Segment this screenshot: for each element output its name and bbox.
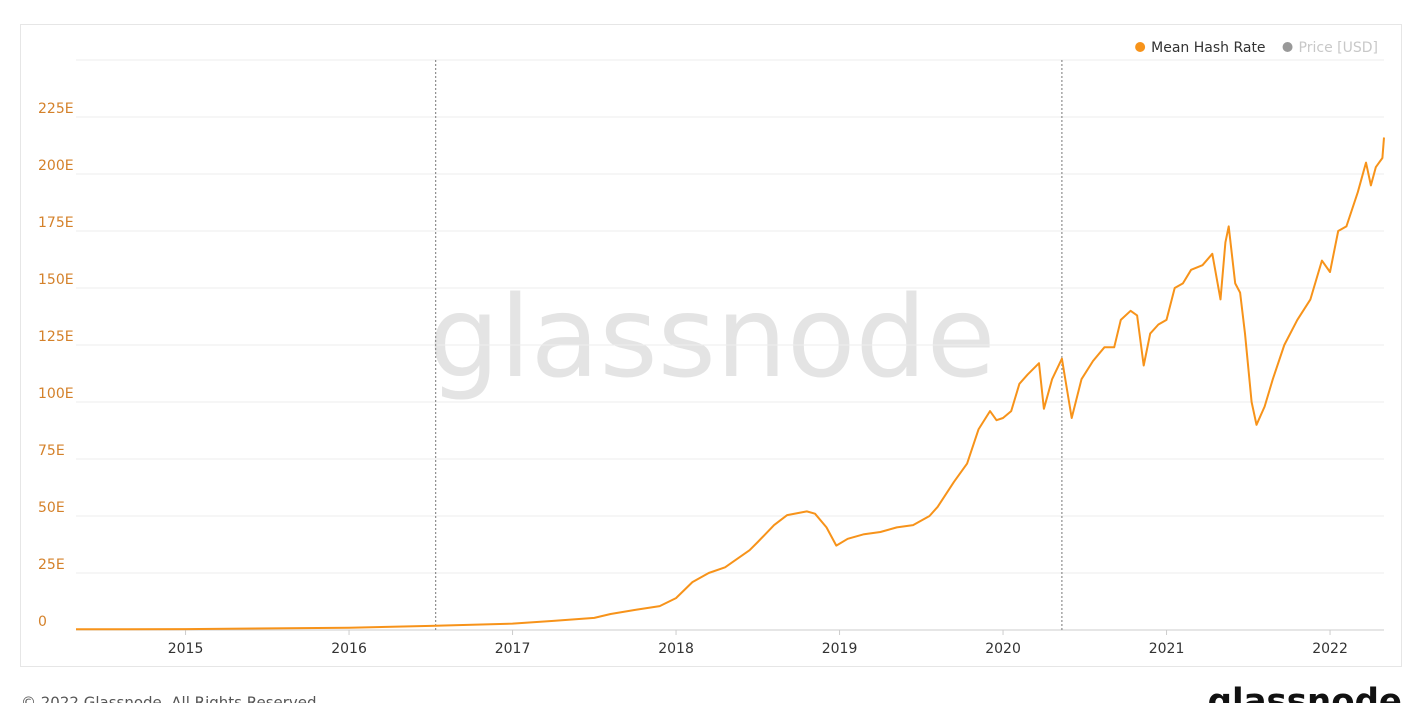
x-tick-label: 2019 [822, 641, 858, 657]
x-tick-label: 2018 [658, 641, 694, 657]
footer: © 2022 Glassnode. All Rights Reserved. [21, 694, 321, 703]
y-tick-label: 125E [38, 329, 74, 345]
x-tick-label: 2022 [1312, 641, 1348, 657]
y-tick-label: 75E [38, 443, 65, 459]
y-tick-label: 175E [38, 215, 74, 231]
legend-swatch [1135, 42, 1146, 52]
logo: glassnode [1208, 682, 1402, 703]
legend-label: Price [USD] [1299, 40, 1378, 56]
legend-label: Mean Hash Rate [1151, 40, 1265, 56]
y-tick-label: 200E [38, 158, 74, 174]
x-tick-label: 2016 [331, 641, 367, 657]
watermark: glassnode [428, 273, 995, 403]
y-tick-label: 50E [38, 500, 65, 516]
legend-swatch [1282, 42, 1293, 52]
x-tick-label: 2021 [1149, 641, 1185, 657]
x-tick-label: 2015 [168, 641, 204, 657]
x-tick-label: 2017 [495, 641, 531, 657]
y-tick-label: 0 [38, 614, 47, 630]
y-tick-label: 225E [38, 101, 74, 117]
x-tick-label: 2020 [985, 641, 1021, 657]
y-tick-label: 100E [38, 386, 74, 402]
series-line [75, 137, 1385, 631]
y-tick-label: 150E [38, 272, 74, 288]
y-tick-label: 25E [38, 557, 65, 573]
